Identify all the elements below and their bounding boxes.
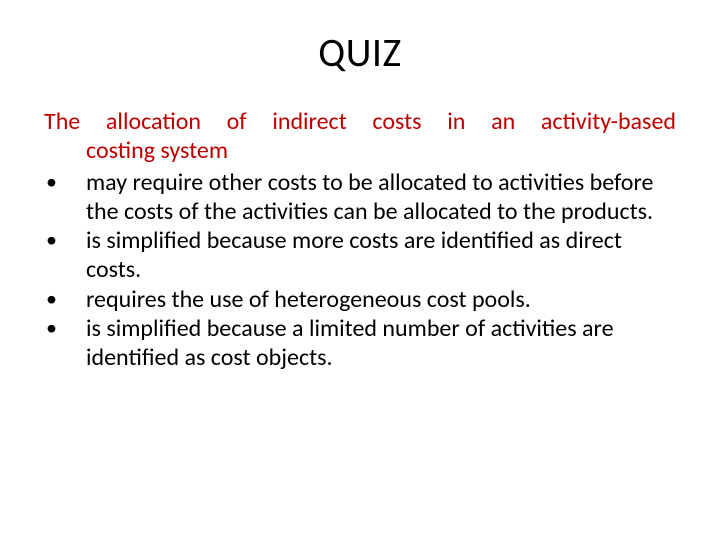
slide: QUIZ The allocation of indirect costs in… <box>0 0 720 540</box>
list-item: requires the use of heterogeneous cost p… <box>44 285 676 314</box>
list-item: is simplified because a limited number o… <box>44 314 676 373</box>
options-list: may require other costs to be allocated … <box>44 168 676 373</box>
question-line-2: costing system <box>44 136 676 165</box>
list-item: may require other costs to be allocated … <box>44 168 676 227</box>
quiz-question: The allocation of indirect costs in an a… <box>44 107 676 166</box>
list-item: is simplified because more costs are ide… <box>44 226 676 285</box>
question-line-1: The allocation of indirect costs in an a… <box>44 107 676 136</box>
page-title: QUIZ <box>44 28 676 77</box>
